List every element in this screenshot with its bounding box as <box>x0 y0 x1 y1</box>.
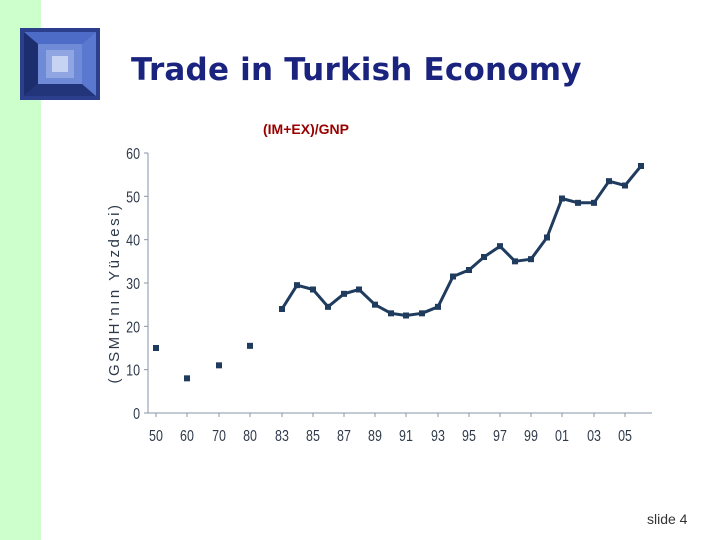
x-tick-label: 87 <box>337 428 351 446</box>
data-point <box>575 199 581 206</box>
x-tick-label: 60 <box>180 428 194 446</box>
data-point <box>435 303 441 310</box>
data-point <box>325 303 331 310</box>
data-point <box>528 256 534 263</box>
y-tick-label: 0 <box>133 406 140 424</box>
data-point <box>544 234 550 241</box>
chart-subtitle: (IM+EX)/GNP <box>263 121 349 137</box>
data-point <box>216 362 222 369</box>
data-point <box>310 286 316 293</box>
x-tick-label: 99 <box>524 428 538 446</box>
slide-logo <box>20 28 100 100</box>
data-point <box>279 306 285 312</box>
x-tick-label: 97 <box>493 428 507 446</box>
data-point <box>466 267 472 273</box>
data-point <box>559 195 565 202</box>
x-tick-label: 01 <box>555 428 569 446</box>
x-tick-label: 91 <box>399 428 413 446</box>
data-point <box>591 199 597 206</box>
data-point <box>497 243 503 250</box>
data-point <box>419 310 425 317</box>
x-tick-label: 03 <box>587 428 601 446</box>
y-tick-label: 40 <box>126 232 140 250</box>
data-point <box>388 310 394 317</box>
data-point <box>341 290 347 297</box>
x-tick-label: 95 <box>462 428 476 446</box>
data-point <box>184 375 190 382</box>
slide-title: Trade in Turkish Economy <box>131 52 582 88</box>
x-tick-label: 85 <box>306 428 320 446</box>
data-point <box>153 345 159 351</box>
data-point <box>512 258 518 265</box>
x-tick-label: 50 <box>149 428 163 446</box>
data-point <box>622 182 628 189</box>
data-point <box>638 163 644 169</box>
data-point <box>481 254 487 260</box>
data-point <box>403 312 409 319</box>
x-tick-label: 70 <box>212 428 226 446</box>
data-point <box>294 282 300 289</box>
y-tick-label: 30 <box>126 276 140 294</box>
y-tick-label: 10 <box>126 362 140 380</box>
slide-number: slide 4 <box>647 511 688 527</box>
data-point <box>356 286 362 293</box>
x-tick-label: 80 <box>243 428 257 446</box>
data-point <box>372 301 378 308</box>
trade-ratio-chart: 0 10 20 30 40 50 60 50 60 70 80 83 85 87 89 91 93 95 97 99 0… <box>100 140 670 460</box>
data-point <box>247 342 253 349</box>
y-tick-label: 50 <box>126 189 140 207</box>
data-point <box>606 178 612 185</box>
x-tick-label: 93 <box>431 428 445 446</box>
y-axis-title: (GSMH'nın Yüzdesi) <box>106 203 123 384</box>
y-tick-label: 20 <box>126 319 140 337</box>
series-line <box>280 165 643 317</box>
x-tick-label: 89 <box>368 428 382 446</box>
y-tick-label: 60 <box>126 146 140 164</box>
data-point <box>450 273 456 280</box>
x-tick-label: 83 <box>275 428 289 446</box>
x-tick-label: 05 <box>618 428 632 446</box>
